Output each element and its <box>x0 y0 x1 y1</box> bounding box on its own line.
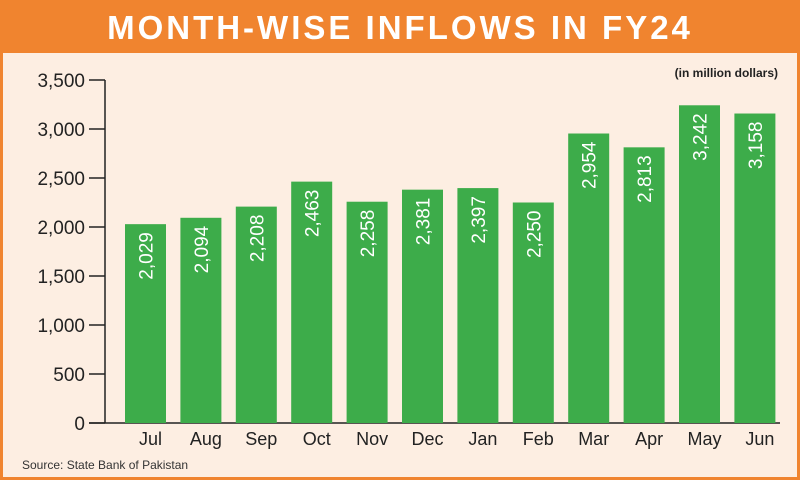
y-tick-label: 3,500 <box>37 71 85 92</box>
x-tick-label: Apr <box>635 429 663 449</box>
x-tick-label: Jul <box>139 429 162 449</box>
chart-title: MONTH-WISE INFLOWS IN FY24 <box>107 9 693 46</box>
y-tick-label: 2,500 <box>37 169 85 190</box>
y-tick-label: 2,000 <box>37 218 85 239</box>
data-label: 2,397 <box>469 196 490 244</box>
x-tick-label: Mar <box>578 429 609 449</box>
y-tick-label: 0 <box>74 414 85 435</box>
bar-mar <box>568 133 610 423</box>
x-tick-label: Feb <box>523 429 554 449</box>
unit-note: (in million dollars) <box>674 66 778 80</box>
bar-jan <box>457 188 499 423</box>
bar-aug <box>180 217 222 423</box>
bar-dec <box>402 189 443 423</box>
bar-apr <box>623 147 665 424</box>
y-tick-label: 1,500 <box>37 267 85 288</box>
y-tick-label: 3,000 <box>37 120 85 141</box>
data-label: 2,250 <box>524 211 545 259</box>
x-tick-label: Jun <box>745 429 774 449</box>
x-tick-label: Aug <box>190 429 222 449</box>
y-tick-label: 1,000 <box>37 316 85 337</box>
source-note: Source: State Bank of Pakistan <box>22 458 189 472</box>
data-label: 2,094 <box>192 225 213 273</box>
data-label: 2,954 <box>580 141 601 189</box>
x-tick-label: Nov <box>356 429 388 449</box>
data-label: 3,242 <box>691 113 712 161</box>
data-label: 2,381 <box>414 198 435 246</box>
bar-jun <box>734 113 776 424</box>
x-tick-label: Sep <box>245 429 277 449</box>
bar-oct <box>291 181 333 423</box>
x-tick-label: Dec <box>411 429 443 449</box>
data-label: 2,208 <box>247 215 268 263</box>
bar-nov <box>346 201 388 423</box>
bar-sep <box>235 206 277 423</box>
x-tick-label: Oct <box>303 429 331 449</box>
bar-feb <box>512 202 554 423</box>
data-label: 2,258 <box>358 210 379 258</box>
data-label: 2,029 <box>137 232 158 280</box>
data-label: 2,463 <box>303 190 324 238</box>
bar-may <box>679 105 720 423</box>
data-label: 3,158 <box>746 122 767 170</box>
x-tick-label: May <box>687 429 721 449</box>
data-label: 2,813 <box>635 155 656 203</box>
y-tick-label: 500 <box>53 365 85 386</box>
bar-jul <box>125 224 166 423</box>
x-tick-label: Jan <box>468 429 497 449</box>
